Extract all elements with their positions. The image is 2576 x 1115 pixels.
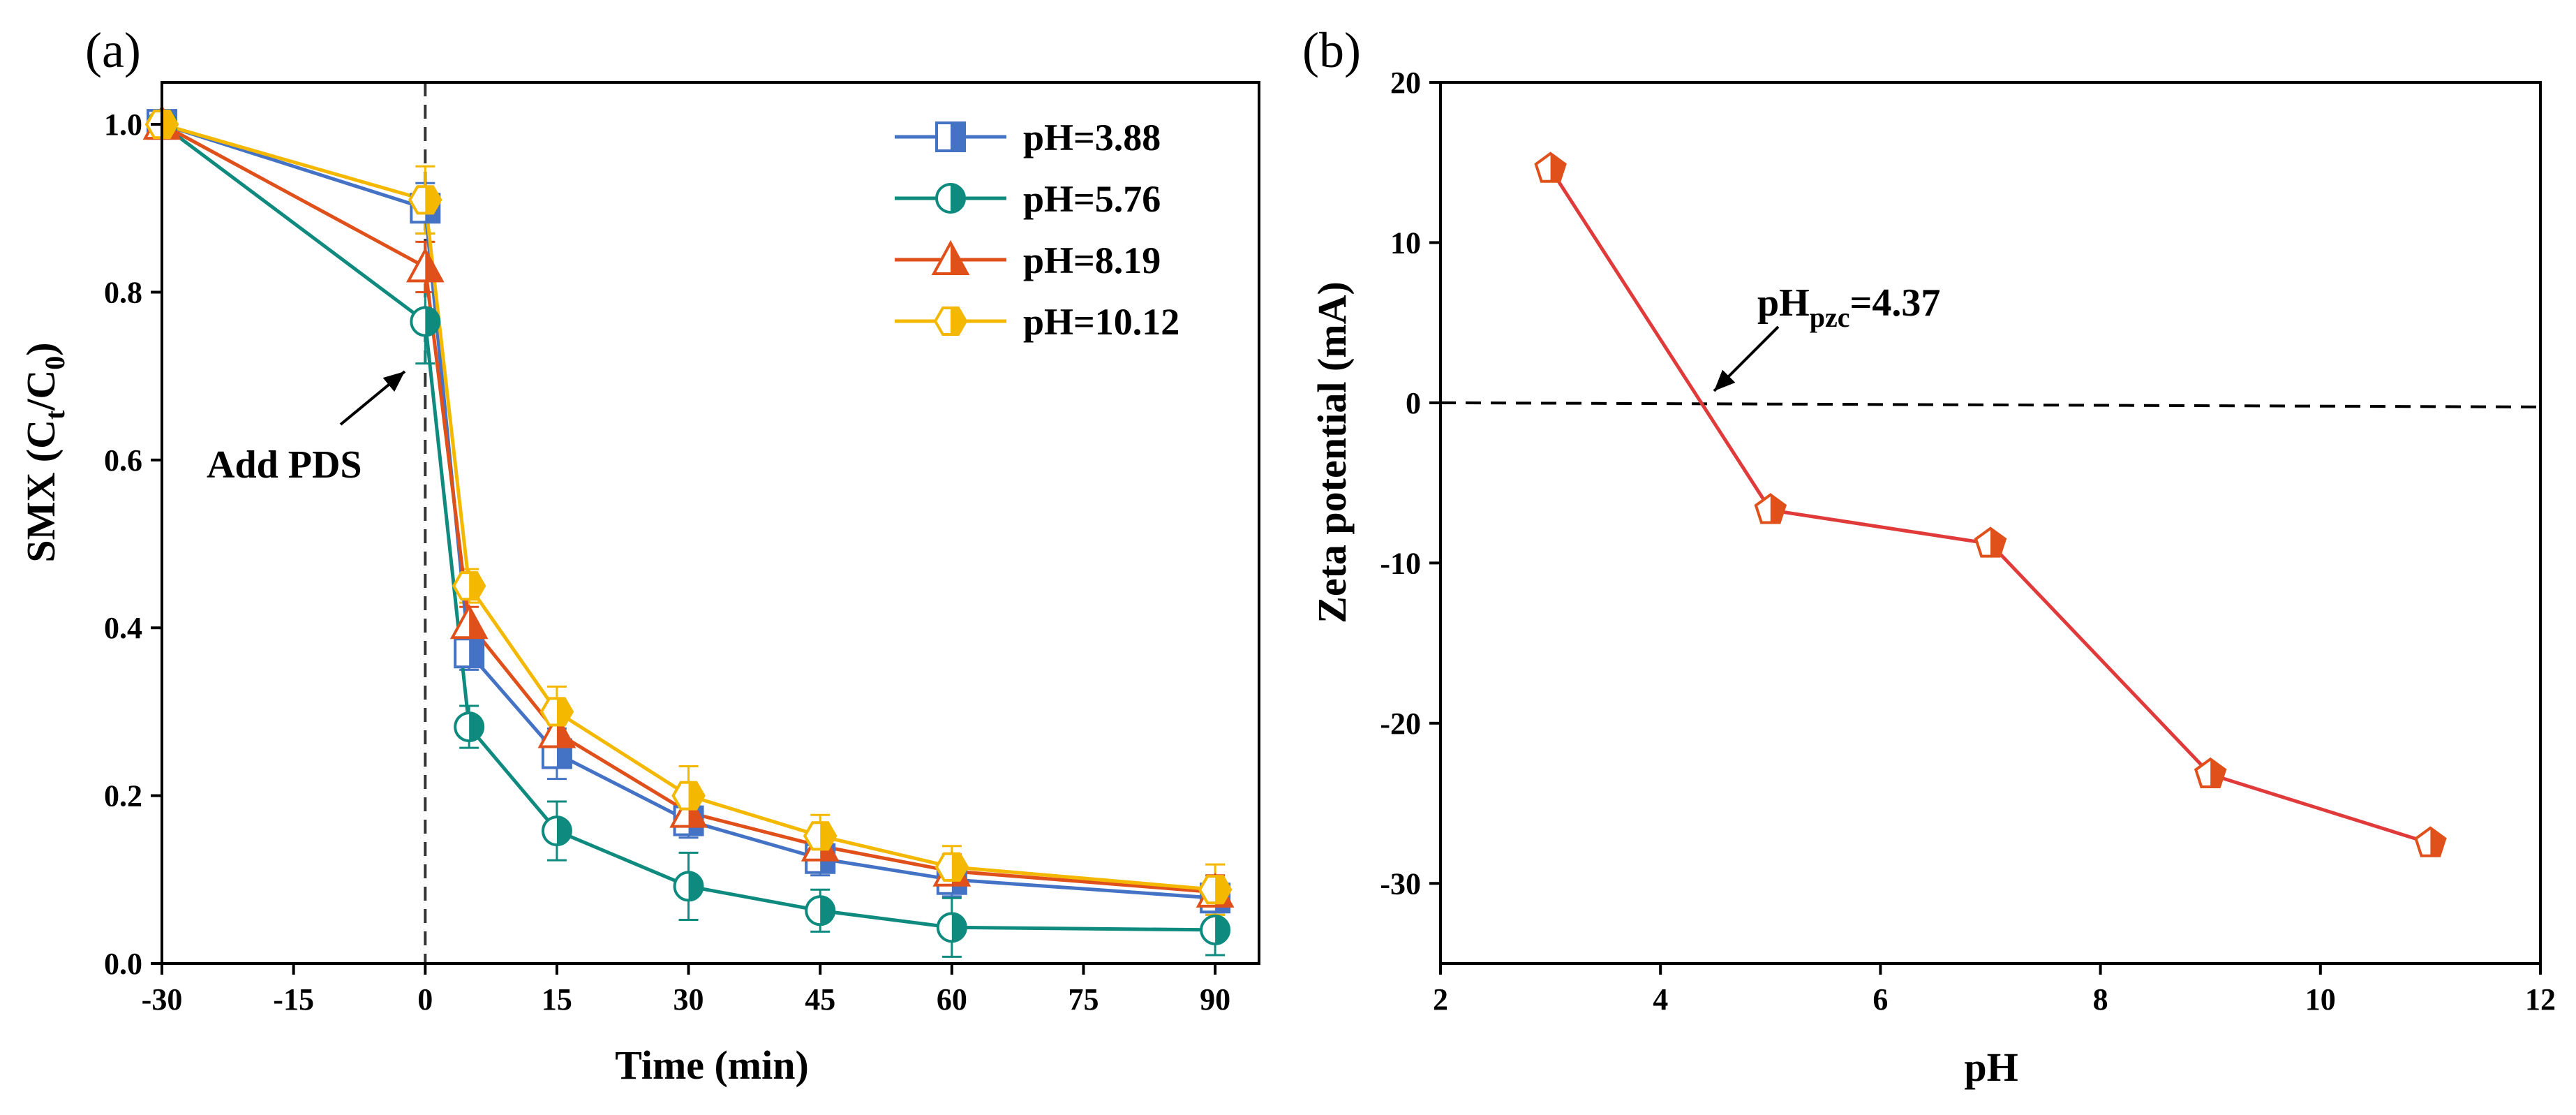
panel-a-plot-frame xyxy=(161,81,1260,965)
add-pds-label: Add PDS xyxy=(207,443,362,487)
y-tick-label: 0.2 xyxy=(104,779,142,813)
y-tick-label: 0.4 xyxy=(104,611,142,645)
x-tick-label: 30 xyxy=(673,982,704,1017)
legend-label: pH=8.19 xyxy=(1023,239,1161,281)
pzc-arrowhead xyxy=(1714,369,1736,391)
panel-b-markers xyxy=(1534,152,2447,857)
legend-entry-ph1012: pH=10.12 xyxy=(895,301,1179,343)
pzc-annotation: pHpzc=4.37 xyxy=(1713,281,1940,392)
zeta-point xyxy=(1974,526,2007,558)
data-point-ph576 xyxy=(410,306,441,337)
y-tick-label: 1.0 xyxy=(104,108,142,142)
data-point-ph1012 xyxy=(671,781,706,811)
zeta-line xyxy=(1549,168,2432,846)
data-point-ph576 xyxy=(1200,914,1231,945)
panel-a-x-ticks: -30 -15 0 15 30 45 60 75 90 xyxy=(142,963,1230,1017)
panel-b: (b) 2 4 6 8 10 12 -30 -20 -10 0 10 20 pH Zeta pote… xyxy=(1302,22,2556,1090)
data-point-ph576 xyxy=(673,871,704,902)
y-tick-label: -10 xyxy=(1380,546,1421,580)
y-tick-label: 0.6 xyxy=(104,443,142,478)
add-pds-annotation: Add PDS xyxy=(207,370,406,487)
x-tick-label: 10 xyxy=(2305,982,2336,1017)
data-point-ph576 xyxy=(541,815,572,847)
x-tick-label: 75 xyxy=(1068,982,1099,1017)
x-tick-label: -15 xyxy=(273,982,314,1017)
legend-label: pH=3.88 xyxy=(1023,117,1161,158)
pzc-label: pHpzc=4.37 xyxy=(1757,281,1940,333)
y-tick-label: -30 xyxy=(1380,866,1421,901)
panel-b-y-axis-title: Zeta potential (mA) xyxy=(1309,281,1355,623)
data-point-ph819 xyxy=(405,247,445,283)
legend-label: pH=10.12 xyxy=(1023,301,1179,343)
panel-b-zero-line xyxy=(1440,401,2541,408)
x-tick-label: 60 xyxy=(937,982,967,1017)
x-tick-label: 90 xyxy=(1200,982,1230,1017)
data-point-ph1012 xyxy=(452,571,486,601)
x-tick-label: 6 xyxy=(1873,982,1888,1017)
y-tick-label: 0.8 xyxy=(104,275,142,309)
y-tick-label: 20 xyxy=(1390,66,1421,100)
data-point-ph576 xyxy=(936,912,967,943)
y-tick-label: 0.0 xyxy=(104,947,142,981)
x-tick-label: 0 xyxy=(417,982,433,1017)
data-point-ph1012 xyxy=(1198,875,1233,905)
data-point-ph388 xyxy=(454,637,485,669)
panel-a: (a) -30 -15 0 15 30 45 60 75 90 0.0 0.2 0.4 0.6 0.8 1… xyxy=(18,22,1260,1088)
y-tick-label: 0 xyxy=(1406,386,1421,420)
legend-entry-ph388: pH=3.88 xyxy=(895,117,1161,158)
zeta-point xyxy=(2414,826,2447,857)
x-tick-label: -30 xyxy=(142,982,183,1017)
data-point-ph1012 xyxy=(803,821,837,851)
data-point-ph1012 xyxy=(539,697,574,727)
zeta-point xyxy=(1754,493,1787,524)
legend-entry-ph576: pH=5.76 xyxy=(895,178,1161,220)
y-tick-label: -20 xyxy=(1380,707,1421,741)
series-line-ph388 xyxy=(161,122,1216,900)
data-point-ph819 xyxy=(449,604,489,640)
data-point-ph576 xyxy=(454,711,485,743)
legend-marker xyxy=(935,183,966,214)
panel-a-label: (a) xyxy=(85,22,141,78)
add-pds-arrowhead xyxy=(382,371,405,392)
x-tick-label: 4 xyxy=(1653,982,1668,1017)
x-tick-label: 15 xyxy=(542,982,572,1017)
x-tick-label: 45 xyxy=(805,982,835,1017)
legend-marker xyxy=(935,121,966,152)
panel-b-y-ticks: -30 -20 -10 0 10 20 xyxy=(1380,66,1440,901)
panel-a-y-ticks: 0.0 0.2 0.4 0.6 0.8 1.0 xyxy=(104,108,162,981)
data-point-ph1012 xyxy=(935,852,969,882)
y-tick-label: 10 xyxy=(1390,226,1421,260)
panel-a-x-axis-title: Time (min) xyxy=(615,1042,809,1088)
zeta-point xyxy=(1534,152,1567,183)
panel-a-legend: pH=3.88 pH=5.76 pH=8.19 pH=10.12 xyxy=(895,117,1179,343)
panel-b-plot-frame xyxy=(1439,81,2542,965)
panel-b-label: (b) xyxy=(1302,22,1361,78)
panel-b-series-line xyxy=(1549,168,2432,846)
x-tick-label: 12 xyxy=(2525,982,2556,1017)
legend-marker xyxy=(931,239,970,275)
zeta-point xyxy=(2194,757,2227,789)
data-point-ph576 xyxy=(805,895,836,926)
panel-a-y-axis-title: SMX (Ct/C0) xyxy=(18,342,70,562)
x-tick-label: 2 xyxy=(1433,982,1448,1017)
legend-label: pH=5.76 xyxy=(1023,178,1161,220)
series-line-ph576 xyxy=(161,123,1216,932)
panel-b-x-axis-title: pH xyxy=(1964,1044,2018,1090)
panel-b-x-ticks: 2 4 6 8 10 12 xyxy=(1433,963,2556,1017)
legend-entry-ph819: pH=8.19 xyxy=(895,239,1161,281)
legend-marker xyxy=(933,306,968,337)
data-point-ph1012 xyxy=(408,185,442,215)
x-tick-label: 8 xyxy=(2093,982,2108,1017)
